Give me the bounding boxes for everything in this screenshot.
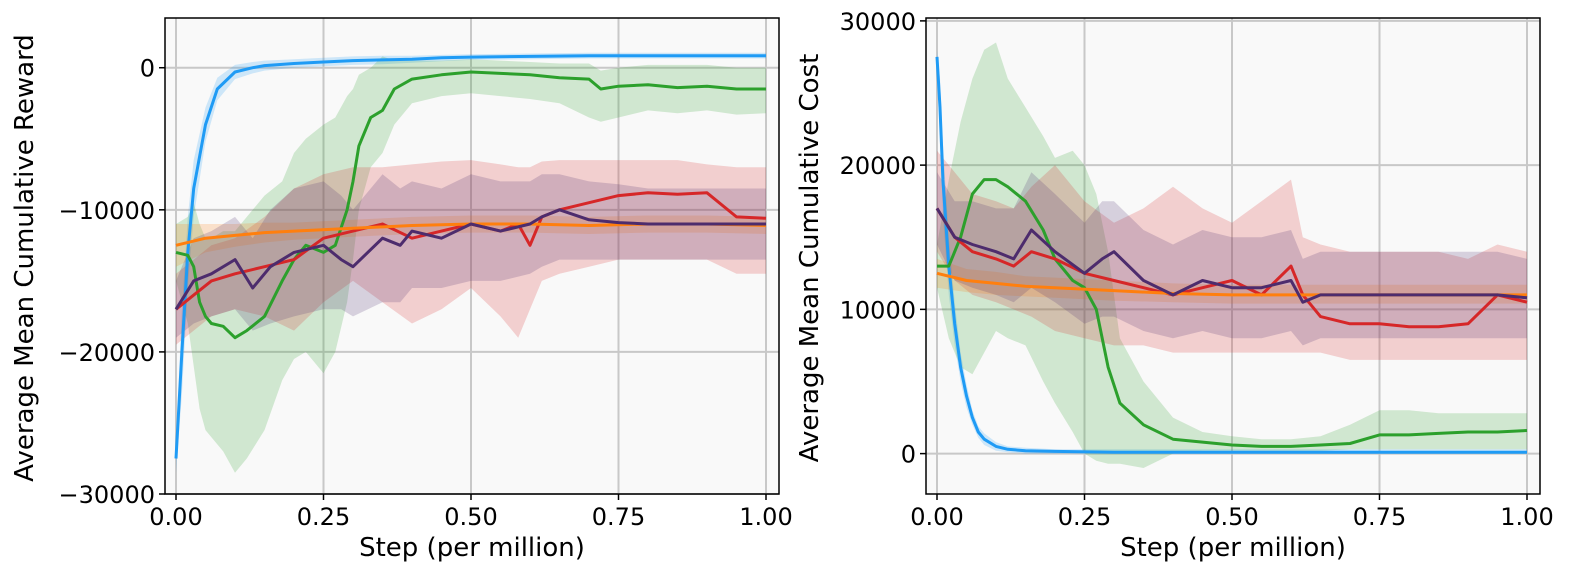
axes-frame	[164, 17, 780, 495]
cost-panel: 0.00 0.25 0.50 0.75 1.00 0 10000 20000 30000 Step…	[795, 8, 1554, 563]
x-tick-label: 0.50	[444, 503, 497, 531]
series-2-band	[176, 160, 766, 345]
y-axis-label: Average Mean Cumulative Cost	[795, 54, 825, 463]
series-2-band	[937, 150, 1527, 360]
axes-frame	[925, 17, 1541, 495]
y-tick-label: 0	[901, 441, 916, 469]
series-0-line	[935, 56, 1527, 454]
y-tick-label: 0	[140, 55, 155, 83]
x-axis-label: Step (per million)	[1120, 533, 1346, 563]
x-tick-label: 0.75	[592, 503, 645, 531]
series-3-band	[937, 258, 1527, 304]
y-tick-label: 30000	[840, 8, 916, 36]
series-4-line	[174, 208, 766, 311]
x-tick-label: 0.50	[1205, 503, 1258, 531]
x-tick-label: 0.25	[1058, 503, 1111, 531]
series-4-band	[937, 172, 1527, 346]
plot-area	[935, 42, 1528, 468]
x-tick-label: 0.00	[149, 503, 202, 531]
y-tick-label: 10000	[840, 296, 916, 324]
y-tick-label: −10000	[59, 197, 155, 225]
series-0-line	[174, 54, 766, 459]
y-tick-label: −30000	[59, 481, 155, 509]
x-tick-label: 1.00	[739, 503, 792, 531]
y-tick-label: −20000	[59, 339, 155, 367]
x-tick-label: 0.25	[297, 503, 350, 531]
x-tick-label: 0.75	[1353, 503, 1406, 531]
x-tick-label: 0.00	[910, 503, 963, 531]
series-4-band	[176, 174, 766, 338]
y-tick-label: 20000	[840, 152, 916, 180]
x-tick-label: 1.00	[1500, 503, 1553, 531]
series-1-line	[175, 70, 766, 340]
reward-panel: 0.00 0.25 0.50 0.75 1.00 −30000 −20000 −10000 0 S…	[10, 17, 793, 563]
series-1-band	[937, 42, 1527, 468]
plot-area	[174, 52, 767, 473]
y-axis-label: Average Mean Cumulative Reward	[10, 34, 40, 482]
series-1-line	[937, 178, 1528, 448]
series-4-line	[935, 207, 1528, 304]
series-1-band	[176, 56, 766, 473]
x-axis-label: Step (per million)	[359, 533, 585, 563]
